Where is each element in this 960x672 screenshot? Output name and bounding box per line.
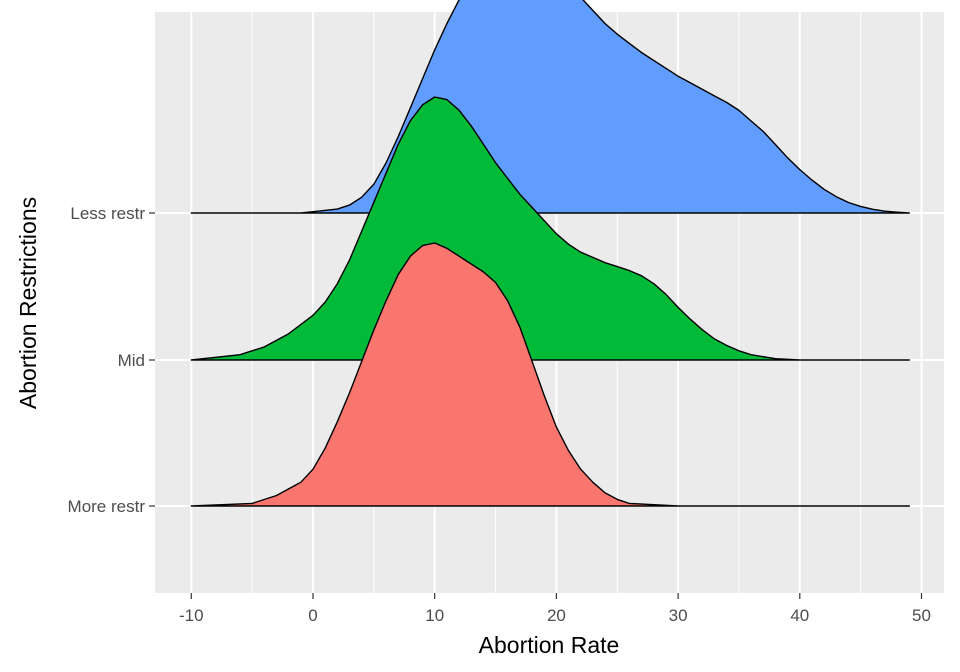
y-axis: More restr Mid Less restr [68, 204, 155, 516]
x-tick-label: 50 [912, 606, 931, 625]
x-axis: -10 0 10 20 30 40 50 [179, 593, 931, 625]
y-tick-label: Mid [118, 351, 145, 370]
ridge-more-restr [190, 242, 911, 507]
ridge-mid [190, 96, 911, 361]
x-tick-label: 0 [308, 606, 317, 625]
y-tick-label: More restr [68, 497, 146, 516]
ridge-less-restr [190, 0, 911, 214]
density-ridges [190, 0, 911, 507]
y-tick-label: Less restr [70, 204, 145, 223]
x-tick-label: 40 [790, 606, 809, 625]
y-axis-title: Abortion Restrictions [15, 197, 41, 409]
x-tick-label: 30 [669, 606, 688, 625]
x-tick-label: 20 [547, 606, 566, 625]
x-tick-label: -10 [179, 606, 204, 625]
x-tick-label: 10 [425, 606, 444, 625]
x-axis-title: Abortion Rate [479, 632, 620, 658]
